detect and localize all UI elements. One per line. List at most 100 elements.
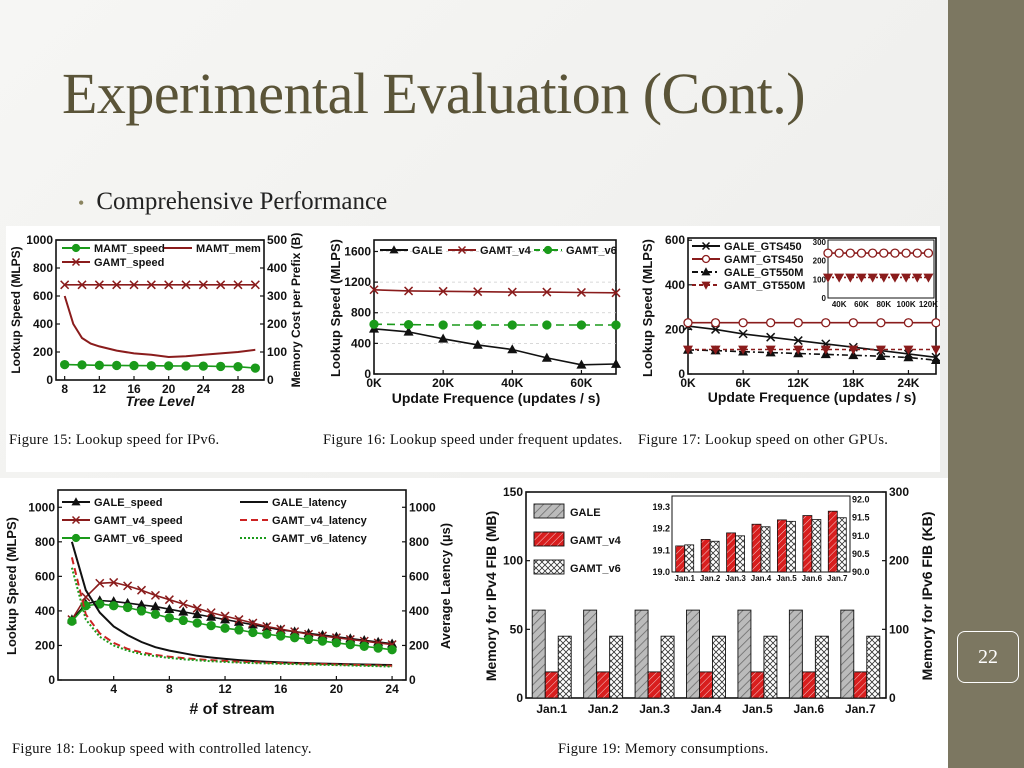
- fig18-series-line: [70, 541, 393, 666]
- fig17-data-point: [682, 345, 694, 355]
- fig19-bar: [737, 609, 752, 699]
- fig19-y-tick-label: 50: [510, 622, 524, 636]
- fig15-y-tick-label: 200: [33, 345, 53, 359]
- fig16-data-point: [542, 287, 552, 297]
- fig18-series-line: [71, 581, 393, 646]
- fig15-y2-axis-label: Memory Cost per Prefix (B): [289, 233, 303, 388]
- fig19-legend-swatch: [533, 503, 565, 519]
- fig17-legend-marker: [701, 254, 711, 264]
- fig16-x-tick-label: 0K: [366, 376, 382, 390]
- fig18-legend-marker: [71, 533, 81, 543]
- fig19-y-tick-label: 100: [503, 554, 523, 568]
- fig16-data-point: [472, 339, 483, 349]
- fig18-series-line: [71, 603, 393, 651]
- fig17-data-point: [793, 318, 803, 328]
- fig18-y2-axis-label: Average Laency (µs): [438, 523, 453, 649]
- fig19-inset-bar: [811, 519, 822, 573]
- fig19-x-tick-label: Jan.6: [794, 702, 825, 716]
- fig17-y-tick-label: 200: [665, 322, 685, 336]
- fig19-x-tick-label: Jan.7: [845, 702, 876, 716]
- figure-18-chart: 0 200 400 600 800 1000 0 200 400 600 800 1000 4 8 12 16…: [4, 489, 453, 718]
- fig15-legend-marker: [71, 243, 81, 253]
- fig18-y-tick-label: 200: [35, 638, 55, 652]
- figure-18-panel: 0 200 400 600 800 1000 0 200 400 600 800 1000 4 8 12 16…: [0, 478, 476, 768]
- fig19-bar: [699, 671, 713, 699]
- fig15-y-tick-label: 800: [33, 261, 53, 275]
- fig18-data-point: [262, 629, 272, 639]
- fig17-inset-x-tick-label: 80K: [876, 300, 891, 309]
- fig19-y-tick-label: 150: [503, 485, 523, 499]
- fig15-data-point: [146, 361, 156, 371]
- fig15-x-tick-label: 12: [93, 382, 107, 396]
- fig19-legend-label: GAMT_v4: [570, 535, 622, 547]
- fig17-inset-x-tick-label: 60K: [854, 300, 869, 309]
- fig17-legend-label: GALE_GTS450: [724, 241, 802, 253]
- figure-19-caption: Figure 19: Memory consumptions.: [558, 741, 769, 757]
- fig15-data-point: [94, 360, 104, 370]
- fig15-data-point: [77, 360, 87, 370]
- fig15-y2-tick-label: 0: [267, 373, 274, 387]
- fig17-data-point: [793, 345, 804, 355]
- fig18-x-tick-label: 24: [385, 682, 399, 696]
- figure-17-panel: 0 200 400 600 0K 6K 12K 18K 24K GALE_GTS450 GAMT_G…: [628, 226, 940, 472]
- fig18-y-tick-label: 400: [35, 604, 55, 618]
- fig16-series-line: [373, 323, 616, 326]
- fig18-data-point: [136, 585, 147, 595]
- fig15-data-point: [94, 280, 104, 290]
- fig15-legend-marker: [71, 257, 81, 267]
- fig19-x-tick-label: Jan.3: [639, 702, 670, 716]
- fig16-data-point: [369, 285, 379, 295]
- fig18-x-tick-label: 8: [166, 682, 173, 696]
- fig17-inset-x-tick-label: 120K: [919, 300, 938, 309]
- fig19-inset-bar: [760, 526, 771, 573]
- fig19-y2-tick-label: 300: [889, 485, 909, 499]
- fig18-legend-label: GALE_latency: [272, 497, 347, 509]
- fig19-bar: [763, 635, 778, 699]
- fig18-data-point: [276, 631, 286, 641]
- fig16-data-point: [403, 319, 414, 330]
- fig15-x-tick-label: 16: [127, 382, 141, 396]
- fig18-data-point: [248, 618, 258, 628]
- fig17-inset-y-tick-label: 0: [822, 294, 827, 303]
- fig15-data-point: [60, 280, 70, 290]
- fig18-series-line: [70, 567, 393, 668]
- fig16-data-point: [576, 320, 587, 330]
- fig16-x-tick-label: 60K: [570, 376, 592, 390]
- fig18-data-point: [373, 643, 383, 653]
- fig19-inset-y-tick-label: 19.2: [652, 524, 670, 534]
- fig19-bar: [853, 671, 868, 699]
- fig19-bar: [544, 671, 559, 699]
- fig16-data-point: [507, 320, 517, 330]
- figure-18-caption: Figure 18: Lookup speed with controlled …: [12, 741, 312, 757]
- fig17-inset-data-point: [890, 248, 900, 258]
- fig16-data-point: [403, 326, 414, 336]
- fig17-data-point: [876, 318, 886, 328]
- fig16-data-point: [610, 358, 622, 368]
- fig16-data-point: [404, 286, 414, 296]
- fig15-legend-label: MAMT_mem: [196, 243, 261, 255]
- fig18-data-point: [331, 638, 342, 648]
- fig19-legend-swatch: [533, 531, 565, 547]
- fig17-data-point: [821, 318, 831, 328]
- fig17-data-point: [793, 336, 803, 346]
- fig19-x-tick-label: Jan.2: [588, 702, 619, 716]
- fig15-x-tick-label: 28: [231, 382, 245, 396]
- fig18-y-tick-label: 0: [48, 673, 55, 687]
- fig19-bar: [647, 671, 662, 699]
- fig17-inset-data-point: [879, 248, 889, 258]
- bullet-text: Comprehensive Performance: [96, 188, 388, 215]
- fig18-data-point: [206, 611, 217, 621]
- fig17-inset-data-point: [878, 273, 889, 283]
- fig16-y-tick-label: 1600: [344, 244, 371, 258]
- fig19-inset-x-tick-label: Jan.3: [725, 574, 746, 583]
- fig19-y2-tick-label: 0: [889, 691, 896, 705]
- fig17-inset-data-point: [834, 273, 845, 283]
- fig18-x-tick-label: 16: [274, 682, 288, 696]
- fig19-inset-x-tick-label: Jan.5: [776, 574, 797, 583]
- fig19-inset-x-tick-label: Jan.2: [700, 574, 721, 583]
- fig16-x-tick-label: 40K: [501, 376, 523, 390]
- fig19-inset-y-tick-label: 19.0: [652, 567, 670, 577]
- fig17-inset-data-point: [901, 248, 911, 258]
- fig18-data-point: [192, 609, 203, 619]
- fig17-y-tick-label: 600: [665, 233, 685, 247]
